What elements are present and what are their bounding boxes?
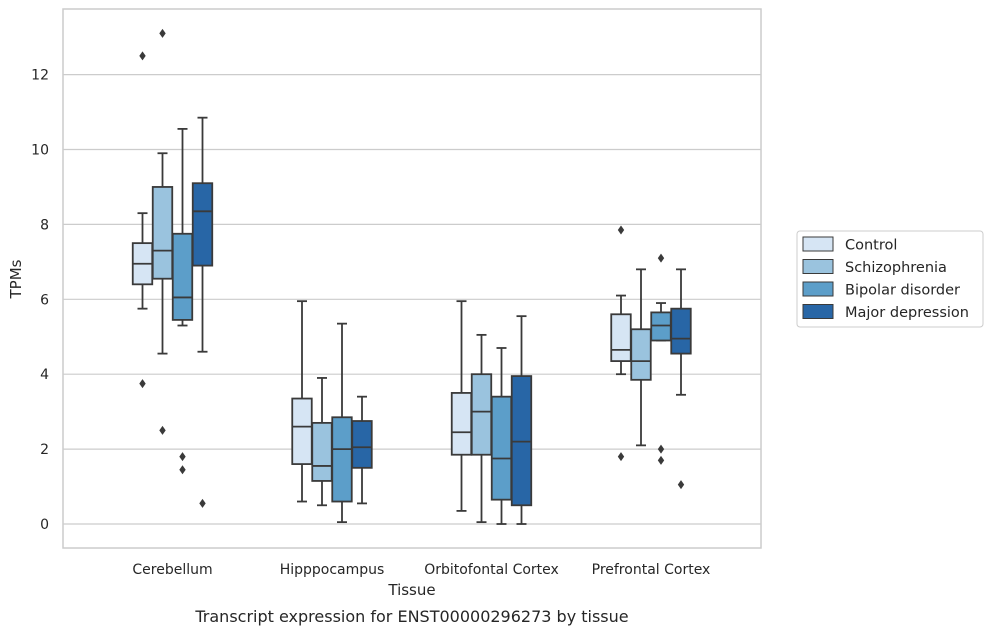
- y-tick-label: 4: [40, 367, 49, 383]
- outlier-point: [657, 455, 665, 465]
- y-tick-label: 2: [40, 442, 49, 458]
- outlier-point: [179, 465, 186, 475]
- grid-lines: [63, 73, 761, 525]
- box-control: [131, 51, 154, 389]
- outlier-point: [677, 480, 685, 490]
- box-body: [171, 232, 194, 321]
- outlier-point: [617, 452, 625, 462]
- y-tick-labels: 0 2 4 6 8 10 12: [31, 68, 49, 533]
- box-schizophrenia: [311, 377, 333, 507]
- box-body: [670, 307, 692, 355]
- x-tick-labels: Cerebellum Hipppocampus Orbitofontal Corte…: [132, 562, 710, 578]
- box-schizophrenia: [630, 268, 652, 447]
- outlier-point: [657, 253, 665, 263]
- box-body: [331, 416, 353, 503]
- outlier-point: [159, 28, 166, 38]
- box-body: [450, 392, 473, 456]
- legend-label: Schizophrenia: [845, 260, 947, 276]
- plot-frame: [62, 8, 762, 549]
- box-body: [490, 395, 513, 501]
- outlier-point: [657, 444, 665, 454]
- outlier-point: [139, 51, 146, 61]
- x-tick-label: Hipppocampus: [280, 562, 385, 578]
- x-tick-label: Orbitofontal Cortex: [424, 562, 559, 578]
- box-major-depression: [191, 116, 214, 508]
- outlier-point: [199, 498, 206, 508]
- legend-swatch: [802, 236, 834, 252]
- legend-label: Control: [845, 238, 897, 254]
- box-body: [510, 375, 533, 507]
- box-control: [291, 300, 313, 503]
- box-body: [311, 421, 333, 482]
- outlier-point: [617, 225, 625, 235]
- box-major-depression: [670, 268, 692, 490]
- box-major-depression: [351, 395, 373, 505]
- x-tick-label: Prefrontal Cortex: [592, 562, 711, 578]
- box-body: [191, 182, 214, 267]
- outlier-point: [139, 379, 146, 389]
- box-major-depression: [510, 315, 533, 525]
- box-control: [610, 225, 632, 462]
- box-body: [470, 373, 493, 456]
- x-tick-label: Cerebellum: [132, 562, 212, 578]
- y-tick-label: 10: [31, 143, 49, 159]
- chart-caption: Transcript expression for ENST0000029627…: [194, 607, 628, 626]
- y-tick-label: 6: [40, 292, 49, 308]
- boxes: [131, 28, 692, 525]
- outlier-point: [179, 452, 186, 462]
- box-bipolar-disorder: [171, 128, 194, 475]
- legend-label: Bipolar disorder: [845, 283, 960, 299]
- legend-label: Major depression: [845, 305, 969, 321]
- outlier-point: [159, 425, 166, 435]
- box-bipolar-disorder: [650, 253, 672, 465]
- y-axis-title: TPMs: [7, 259, 25, 299]
- y-tick-label: 12: [31, 68, 49, 84]
- y-tick-label: 8: [40, 217, 49, 233]
- box-body: [151, 186, 174, 280]
- box-control: [450, 300, 473, 512]
- legend-frame: [796, 230, 984, 328]
- box-body: [610, 313, 632, 362]
- box-schizophrenia: [470, 333, 493, 524]
- y-tick-label: 0: [40, 517, 49, 533]
- box-body: [351, 420, 373, 469]
- box-schizophrenia: [151, 28, 174, 435]
- legend-swatch: [802, 259, 834, 274]
- box-bipolar-disorder: [331, 322, 353, 524]
- legend-swatch: [802, 304, 834, 319]
- box-body: [650, 311, 672, 342]
- box-body: [630, 328, 652, 381]
- box-body: [291, 397, 313, 465]
- x-axis-title: Tissue: [387, 581, 435, 599]
- legend: Control Schizophrenia Bipolar disorder Majo…: [796, 230, 984, 328]
- legend-swatch: [802, 281, 834, 297]
